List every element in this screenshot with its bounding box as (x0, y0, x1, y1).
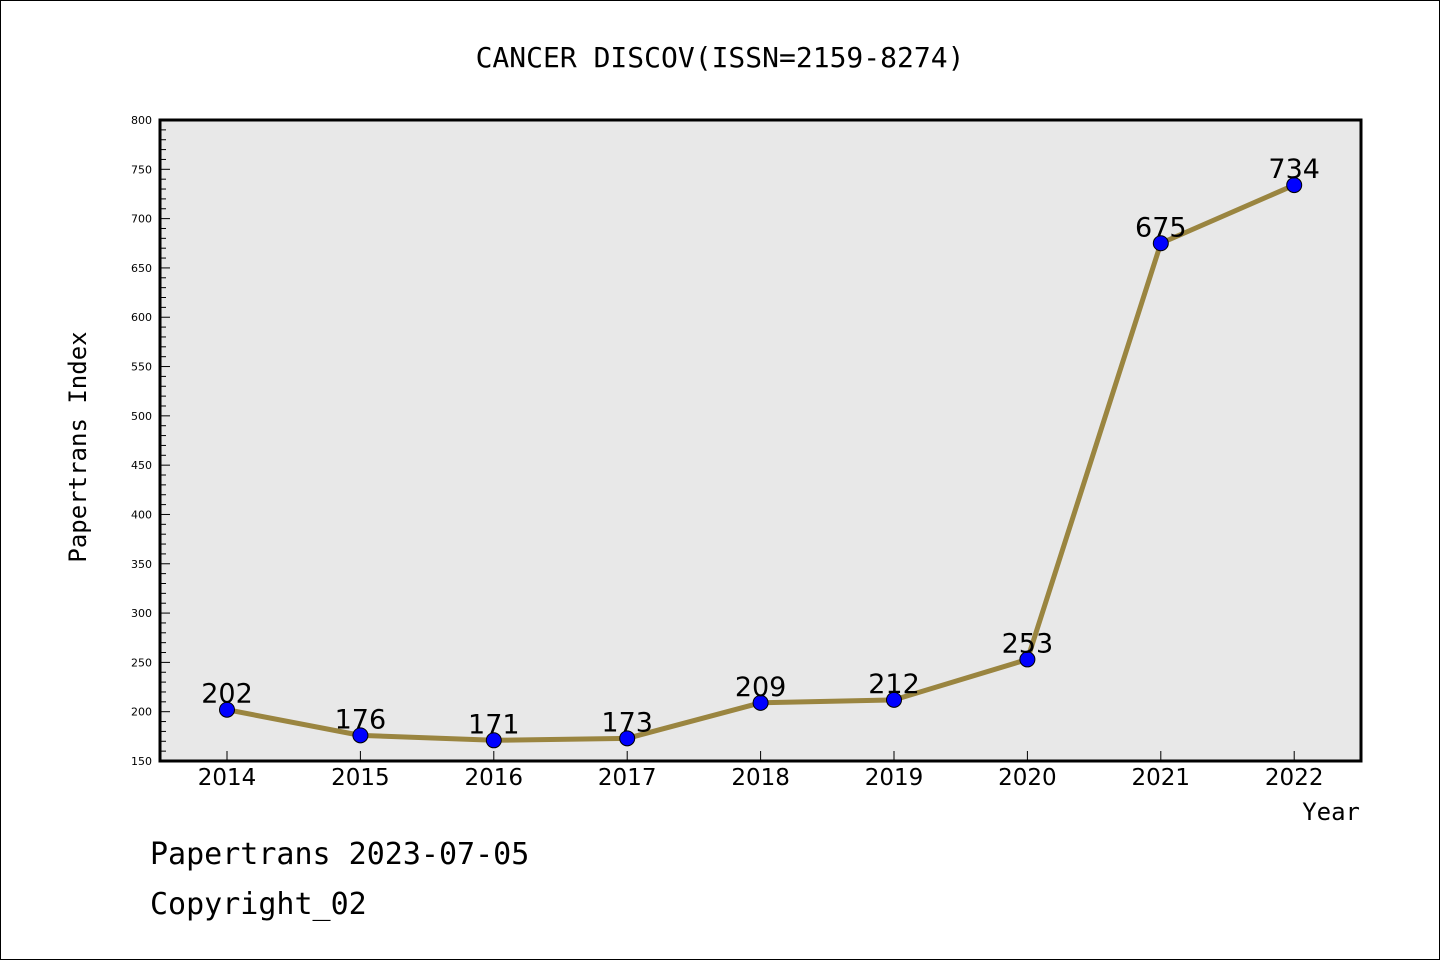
footer-copyright: Copyright_02 (150, 887, 367, 922)
data-point (1286, 177, 1303, 194)
y-tick-label: 800 (131, 114, 152, 127)
footer-date: Papertrans 2023-07-05 (150, 837, 529, 872)
y-tick-label: 250 (131, 656, 152, 669)
y-axis-label: Papertrans Index (64, 331, 92, 562)
data-point (352, 727, 369, 744)
y-tick-label: 650 (131, 262, 152, 275)
data-label: 171 (468, 709, 520, 740)
data-label: 176 (335, 704, 387, 735)
y-tick-label: 350 (131, 558, 152, 571)
data-point (619, 730, 636, 747)
x-tick-label: 2019 (865, 765, 924, 791)
data-label: 212 (868, 669, 920, 700)
y-tick-label: 400 (131, 508, 152, 521)
x-tick-label: 2018 (731, 765, 790, 791)
plot-area (160, 120, 1361, 761)
x-tick-label: 2016 (465, 765, 524, 791)
data-point (485, 732, 502, 749)
x-tick-label: 2022 (1265, 765, 1324, 791)
y-tick-label: 600 (131, 311, 152, 324)
x-tick-label: 2017 (598, 765, 657, 791)
y-tick-label: 500 (131, 410, 152, 423)
y-tick-label: 150 (131, 755, 152, 768)
data-point (1152, 235, 1169, 252)
data-label: 734 (1268, 154, 1320, 185)
plot-border (158, 118, 1363, 763)
y-tick-label: 550 (131, 361, 152, 374)
data-point (752, 694, 769, 711)
y-tick-label: 700 (131, 213, 152, 226)
data-label: 675 (1135, 212, 1187, 243)
x-tick-label: 2021 (1132, 765, 1191, 791)
x-tick-label: 2020 (998, 765, 1057, 791)
y-tick-label: 300 (131, 607, 152, 620)
data-point (1019, 651, 1036, 668)
data-point (219, 701, 235, 718)
y-tick-label: 200 (131, 706, 152, 719)
x-axis: 2014 2015 2016 2017 2018 2019 2020 2021 2022 (198, 751, 1324, 791)
data-label: 209 (735, 672, 787, 703)
data-label: 253 (1002, 628, 1054, 659)
y-tick-label: 450 (131, 459, 152, 472)
chart-title: CANCER DISCOV(ISSN=2159-8274) (476, 41, 965, 74)
y-axis: 150 200 250 300 350 400 450 500 550 600 650 700 750 8… (131, 114, 170, 768)
data-label: 173 (601, 707, 653, 738)
series-layer: 202 176 171 173 209 212 253 675 734 (201, 154, 1320, 749)
data-label: 202 (201, 679, 253, 710)
x-axis-label: Year (1302, 798, 1360, 826)
y-tick-label: 750 (131, 163, 152, 176)
x-tick-label: 2015 (331, 765, 390, 791)
data-point (886, 691, 902, 708)
x-tick-label: 2014 (198, 765, 257, 791)
